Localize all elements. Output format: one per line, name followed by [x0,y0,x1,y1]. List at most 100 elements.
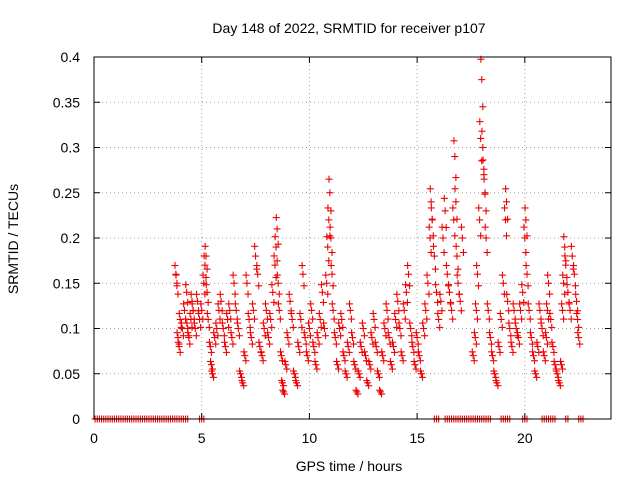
data-point [371,323,379,331]
data-point [565,300,573,308]
data-point [273,257,281,265]
data-point [231,300,239,308]
data-point [315,309,323,317]
data-point [419,319,427,327]
data-marks [91,55,587,423]
data-point [395,319,403,327]
data-point [180,300,188,308]
data-point [324,243,332,251]
data-point [300,329,308,337]
data-point [470,329,478,337]
data-point [573,297,581,305]
data-point [514,334,522,342]
data-point [559,306,567,314]
data-point [328,248,336,256]
data-point [333,361,341,369]
data-point [548,338,556,346]
data-point [574,315,582,323]
data-point [327,207,335,215]
data-point [412,329,420,337]
data-point [216,290,224,298]
data-point [225,300,233,308]
data-point [356,373,364,381]
data-point [173,279,181,287]
data-point [406,319,414,327]
data-point [175,309,183,317]
data-point [258,352,266,360]
data-point [289,367,297,375]
data-point [457,307,465,315]
data-point [318,288,326,296]
data-point [408,338,416,346]
data-point [554,377,562,385]
data-point [453,215,461,223]
data-point [213,325,221,332]
data-point [479,103,487,111]
data-point [479,144,487,151]
data-point [207,357,215,365]
data-point [551,361,559,369]
data-point [425,290,433,298]
data-point [472,340,480,348]
data-point [452,174,460,182]
data-point [295,343,303,351]
data-point [476,118,484,126]
data-point [284,334,292,342]
data-point [514,329,522,337]
data-point [425,223,433,231]
data-point [252,252,260,260]
data-point [283,329,291,337]
data-point [325,175,333,183]
data-point [568,252,576,260]
data-point [431,265,439,273]
y-tick-label: 0.2 [61,230,81,246]
data-point [503,290,511,298]
data-point [202,273,210,281]
data-point [456,297,464,305]
data-point [229,271,237,279]
x-axis-ticks: 0 5 10 15 20 [90,57,533,446]
data-point [421,332,429,340]
data-point [296,348,304,356]
data-point [317,281,325,289]
data-point [382,300,390,308]
data-point [546,309,554,317]
data-point [526,315,534,323]
data-point [409,343,417,351]
data-point [307,300,315,308]
data-point [211,334,219,342]
data-point [398,352,406,360]
data-point [509,348,517,356]
data-point [327,262,335,270]
data-point [311,348,319,356]
data-point [335,319,343,327]
data-point [212,340,220,348]
data-point [487,340,495,348]
data-point [403,298,411,306]
data-point [428,216,436,224]
data-point [576,340,584,348]
data-point [296,309,304,317]
data-point [478,157,486,165]
data-point [277,348,285,356]
data-point [442,262,450,270]
data-point [439,234,447,242]
data-point [339,323,347,331]
data-point [337,332,345,340]
data-point [264,329,272,337]
data-point [299,270,307,278]
data-point [303,352,311,360]
data-point [256,343,264,351]
data-point [183,319,191,327]
data-point [407,325,415,332]
data-point [241,352,249,360]
data-point [352,386,360,394]
data-point [450,216,458,224]
data-point [509,300,517,308]
data-point [393,323,401,331]
data-point [229,340,237,348]
data-point [393,290,401,298]
data-point [507,332,515,340]
data-point [387,361,395,369]
